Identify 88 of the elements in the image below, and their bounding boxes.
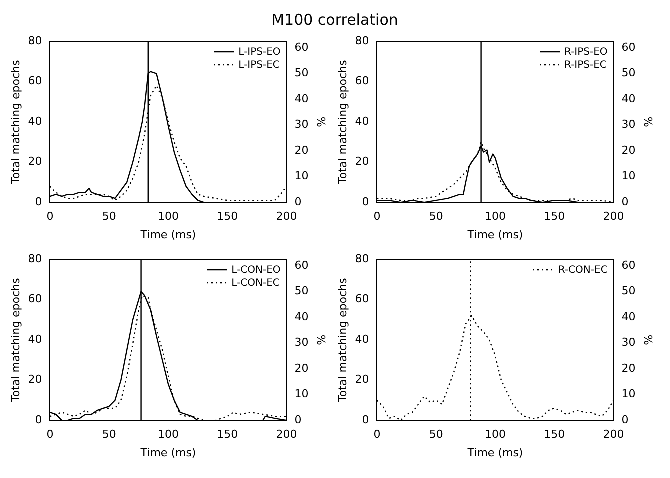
y-tick-label: 80 xyxy=(355,252,370,266)
y2-tick-label: 50 xyxy=(622,284,636,298)
y2-tick-label: 60 xyxy=(622,258,636,272)
y-tick-label: 40 xyxy=(28,332,42,346)
legend-label: R-CON-EC xyxy=(558,264,608,277)
y2-tick-label: 0 xyxy=(622,413,629,426)
x-tick-label: 0 xyxy=(374,428,381,442)
legend-label: L-CON-EC xyxy=(232,276,280,290)
y-tick-label: 60 xyxy=(28,74,42,88)
y2-tick-label: 40 xyxy=(622,310,636,324)
y-tick-label: 0 xyxy=(35,413,42,426)
x-tick-label: 0 xyxy=(46,428,54,442)
y2-tick-label: 30 xyxy=(622,336,636,350)
y2-tick-label: 0 xyxy=(294,195,302,208)
x-tick-label: 200 xyxy=(603,428,624,442)
x-tick-label: 200 xyxy=(276,210,298,224)
y-tick-label: 0 xyxy=(35,195,42,208)
y2-tick-label: 60 xyxy=(294,40,309,54)
y-tick-label: 80 xyxy=(28,252,42,266)
y2-tick-label: 40 xyxy=(294,310,309,324)
x-tick-label: 150 xyxy=(217,210,238,224)
x-tick-label: 150 xyxy=(217,428,238,442)
y-tick-label: 80 xyxy=(28,34,42,48)
y2-axis-title: % xyxy=(642,116,655,128)
y2-axis-title: % xyxy=(314,116,328,128)
legend-label: L-CON-EO xyxy=(232,264,281,277)
legend-label: R-IPS-EO xyxy=(564,46,608,59)
y2-tick-label: 30 xyxy=(294,118,309,132)
y-tick-label: 40 xyxy=(355,114,370,128)
y2-tick-label: 0 xyxy=(294,413,302,426)
y-tick-label: 60 xyxy=(355,74,370,88)
y2-tick-label: 50 xyxy=(622,66,636,80)
x-tick-label: 0 xyxy=(46,210,54,224)
legend-label: R-IPS-EC xyxy=(564,58,607,72)
y-tick-label: 20 xyxy=(355,155,370,168)
y-tick-label: 0 xyxy=(362,413,370,426)
y-tick-label: 60 xyxy=(28,292,42,306)
x-axis-title: Time (ms) xyxy=(466,446,524,460)
x-tick-label: 150 xyxy=(544,428,566,442)
y-tick-label: 20 xyxy=(355,373,370,386)
y-tick-label: 80 xyxy=(355,34,370,48)
x-axis-title: Time (ms) xyxy=(466,228,524,242)
y-axis-title: Total matching epochs xyxy=(336,60,350,185)
y2-tick-label: 60 xyxy=(622,40,636,54)
x-tick-label: 50 xyxy=(102,428,116,442)
y2-tick-label: 10 xyxy=(622,170,636,183)
text: M100 correlation xyxy=(270,10,400,31)
x-axis-title: Time (ms) xyxy=(140,228,196,242)
y2-tick-label: 30 xyxy=(294,336,309,350)
y-tick-label: 40 xyxy=(355,332,370,346)
x-tick-label: 50 xyxy=(102,210,116,224)
y2-tick-label: 20 xyxy=(294,144,309,157)
x-tick-label: 100 xyxy=(158,210,179,224)
y-tick-label: 20 xyxy=(28,155,42,168)
y-tick-label: 60 xyxy=(355,292,370,306)
legend-label: L-IPS-EO xyxy=(238,46,281,59)
y-tick-label: 40 xyxy=(28,114,42,128)
y2-tick-label: 20 xyxy=(622,144,636,157)
y2-tick-label: 30 xyxy=(622,118,636,132)
x-axis-title: Time (ms) xyxy=(140,446,196,460)
y2-axis-title: % xyxy=(642,334,655,346)
y2-tick-label: 60 xyxy=(294,258,309,272)
y-tick-label: 20 xyxy=(28,373,42,386)
x-tick-label: 150 xyxy=(544,210,566,224)
y2-tick-label: 40 xyxy=(294,92,309,106)
y2-tick-label: 40 xyxy=(622,92,636,106)
y2-axis-title: % xyxy=(314,334,328,346)
y2-tick-label: 50 xyxy=(294,284,309,298)
x-tick-label: 50 xyxy=(429,210,444,224)
y2-tick-label: 10 xyxy=(294,170,309,183)
y2-tick-label: 20 xyxy=(294,362,309,375)
y2-tick-label: 20 xyxy=(622,362,636,375)
x-tick-label: 200 xyxy=(603,210,624,224)
y2-tick-label: 10 xyxy=(622,388,636,401)
x-tick-label: 50 xyxy=(429,428,444,442)
x-tick-label: 100 xyxy=(485,428,506,442)
y-axis-title: Total matching epochs xyxy=(9,60,22,185)
y2-tick-label: 10 xyxy=(294,388,309,401)
y2-tick-label: 50 xyxy=(294,66,309,80)
y-axis-title: Total matching epochs xyxy=(9,278,22,403)
y2-tick-label: 0 xyxy=(622,195,629,208)
y-axis-title: Total matching epochs xyxy=(336,278,350,403)
x-tick-label: 100 xyxy=(158,428,179,442)
x-tick-label: 0 xyxy=(374,210,381,224)
x-tick-label: 200 xyxy=(276,428,298,442)
x-tick-label: 100 xyxy=(485,210,506,224)
y-tick-label: 0 xyxy=(362,195,370,208)
legend-label: L-IPS-EC xyxy=(238,58,280,72)
